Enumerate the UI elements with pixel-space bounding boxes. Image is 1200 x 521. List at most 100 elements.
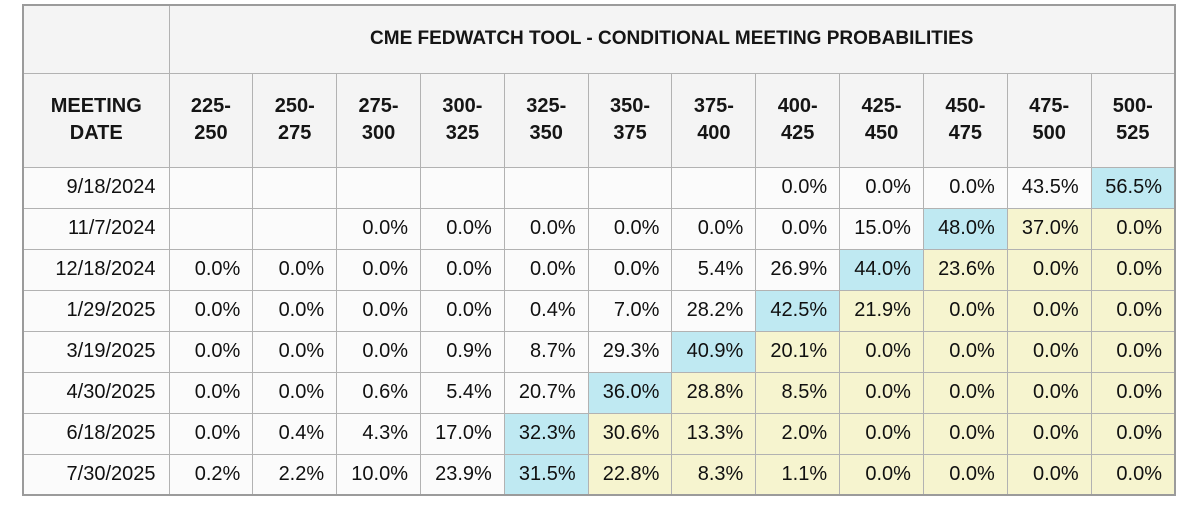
probability-cell: 0.0% xyxy=(336,248,421,291)
probability-cell: 23.9% xyxy=(419,453,505,496)
probability-cell: 0.6% xyxy=(336,371,421,414)
meeting-row: 6/18/2025 0.0% 0.4% 4.3% 17.0% 32.3% 30.6% 13.3… xyxy=(22,412,1176,455)
probability-cell: 29.3% xyxy=(587,330,673,373)
probability-cell: 0.0% xyxy=(419,289,505,332)
meeting-row: 1/29/2025 0.0% 0.0% 0.0% 0.0% 0.4% 7.0% 28.2% 42… xyxy=(22,289,1176,332)
probability-cell: 0.0% xyxy=(839,166,924,209)
probability-cell: 0.0% xyxy=(1090,289,1176,332)
probability-cell: 0.0% xyxy=(839,453,924,496)
probability-cell: 0.0% xyxy=(839,330,924,373)
rate-range-header: 225- 250 xyxy=(168,72,254,168)
probability-cell: 0.0% xyxy=(587,207,673,250)
rate-range-header: 350- 375 xyxy=(587,72,673,168)
rate-range-header: 500- 525 xyxy=(1090,72,1176,168)
meeting-row: 9/18/2024 0.0% 0.0% 0.0% 43.5% 56.5% xyxy=(22,166,1176,209)
table-title-row: CME FEDWATCH TOOL - CONDITIONAL MEETING … xyxy=(22,4,1176,74)
probability-cell: 0.0% xyxy=(755,166,841,209)
probability-cell: 22.8% xyxy=(587,453,673,496)
probability-cell: 37.0% xyxy=(1006,207,1092,250)
probability-cell: 0.0% xyxy=(1090,207,1176,250)
probability-cell xyxy=(336,166,421,209)
rate-range-header: 325- 350 xyxy=(503,72,589,168)
probability-cell: 0.0% xyxy=(1090,412,1176,455)
probability-cell: 40.9% xyxy=(671,330,757,373)
probability-cell xyxy=(168,166,254,209)
rate-range-header: 475- 500 xyxy=(1006,72,1092,168)
probability-cell: 28.2% xyxy=(671,289,757,332)
probability-cell: 0.0% xyxy=(755,207,841,250)
probability-cell: 0.0% xyxy=(168,248,254,291)
probability-cell xyxy=(503,166,589,209)
probability-cell: 15.0% xyxy=(839,207,924,250)
probability-cell: 0.0% xyxy=(168,371,254,414)
probability-cell: 0.0% xyxy=(503,207,589,250)
probability-cell: 0.0% xyxy=(168,412,254,455)
probability-cell: 0.0% xyxy=(1006,371,1092,414)
fedwatch-probabilities-table: CME FEDWATCH TOOL - CONDITIONAL MEETING … xyxy=(22,4,1176,496)
meeting-date-cell: 11/7/2024 xyxy=(22,207,170,250)
probability-cell: 0.0% xyxy=(922,412,1008,455)
probability-cell: 56.5% xyxy=(1090,166,1176,209)
column-header-row: MEETING DATE 225- 250 250- 275 275- 300 300- 325… xyxy=(22,72,1176,168)
probability-cell: 20.7% xyxy=(503,371,589,414)
probability-cell: 32.3% xyxy=(503,412,589,455)
probability-cell: 0.0% xyxy=(839,371,924,414)
probability-cell: 0.0% xyxy=(1090,330,1176,373)
probability-cell: 0.0% xyxy=(336,289,421,332)
probability-cell: 2.0% xyxy=(755,412,841,455)
probability-cell: 0.0% xyxy=(922,371,1008,414)
probability-cell: 0.0% xyxy=(252,371,338,414)
probability-cell xyxy=(252,207,338,250)
probability-cell: 4.3% xyxy=(336,412,421,455)
probability-cell: 26.9% xyxy=(755,248,841,291)
probability-cell: 43.5% xyxy=(1006,166,1092,209)
probability-cell: 0.0% xyxy=(1006,289,1092,332)
probability-cell xyxy=(168,207,254,250)
probability-cell: 0.4% xyxy=(252,412,338,455)
probability-cell: 0.0% xyxy=(252,248,338,291)
probability-cell: 0.0% xyxy=(503,248,589,291)
probability-cell: 0.2% xyxy=(168,453,254,496)
probability-cell: 0.0% xyxy=(922,330,1008,373)
rate-range-header: 450- 475 xyxy=(922,72,1008,168)
probability-cell: 44.0% xyxy=(839,248,924,291)
meeting-date-cell: 6/18/2025 xyxy=(22,412,170,455)
probability-cell: 10.0% xyxy=(336,453,421,496)
probability-cell: 0.0% xyxy=(671,207,757,250)
probability-cell: 0.0% xyxy=(587,248,673,291)
probability-cell: 42.5% xyxy=(755,289,841,332)
probability-cell: 8.5% xyxy=(755,371,841,414)
meeting-row: 12/18/2024 0.0% 0.0% 0.0% 0.0% 0.0% 0.0% 5.4% 26… xyxy=(22,248,1176,291)
probability-cell xyxy=(252,166,338,209)
probability-cell: 0.0% xyxy=(1006,248,1092,291)
probability-cell: 31.5% xyxy=(503,453,589,496)
probability-cell: 0.0% xyxy=(1090,453,1176,496)
rate-range-header: 400- 425 xyxy=(755,72,841,168)
meeting-date-cell: 3/19/2025 xyxy=(22,330,170,373)
probability-cell: 8.3% xyxy=(671,453,757,496)
probability-cell: 0.0% xyxy=(252,330,338,373)
probability-cell xyxy=(419,166,505,209)
probability-cell: 28.8% xyxy=(671,371,757,414)
probability-cell: 13.3% xyxy=(671,412,757,455)
probability-cell: 0.0% xyxy=(336,330,421,373)
meeting-date-cell: 12/18/2024 xyxy=(22,248,170,291)
probability-cell: 0.9% xyxy=(419,330,505,373)
meeting-date-header: MEETING DATE xyxy=(22,72,170,168)
table-title: CME FEDWATCH TOOL - CONDITIONAL MEETING … xyxy=(168,4,1176,74)
probability-cell: 0.0% xyxy=(1006,412,1092,455)
probability-cell: 0.0% xyxy=(336,207,421,250)
probability-cell: 0.0% xyxy=(1090,371,1176,414)
probability-cell: 48.0% xyxy=(922,207,1008,250)
probability-cell: 0.0% xyxy=(1006,453,1092,496)
meeting-date-cell: 9/18/2024 xyxy=(22,166,170,209)
probability-cell: 8.7% xyxy=(503,330,589,373)
meeting-date-cell: 7/30/2025 xyxy=(22,453,170,496)
rate-range-header: 250- 275 xyxy=(252,72,338,168)
rate-range-header: 300- 325 xyxy=(419,72,505,168)
probability-cell xyxy=(671,166,757,209)
probability-cell: 2.2% xyxy=(252,453,338,496)
meeting-row: 3/19/2025 0.0% 0.0% 0.0% 0.9% 8.7% 29.3% 40.9% 2… xyxy=(22,330,1176,373)
probability-cell: 36.0% xyxy=(587,371,673,414)
rate-range-header: 275- 300 xyxy=(336,72,421,168)
